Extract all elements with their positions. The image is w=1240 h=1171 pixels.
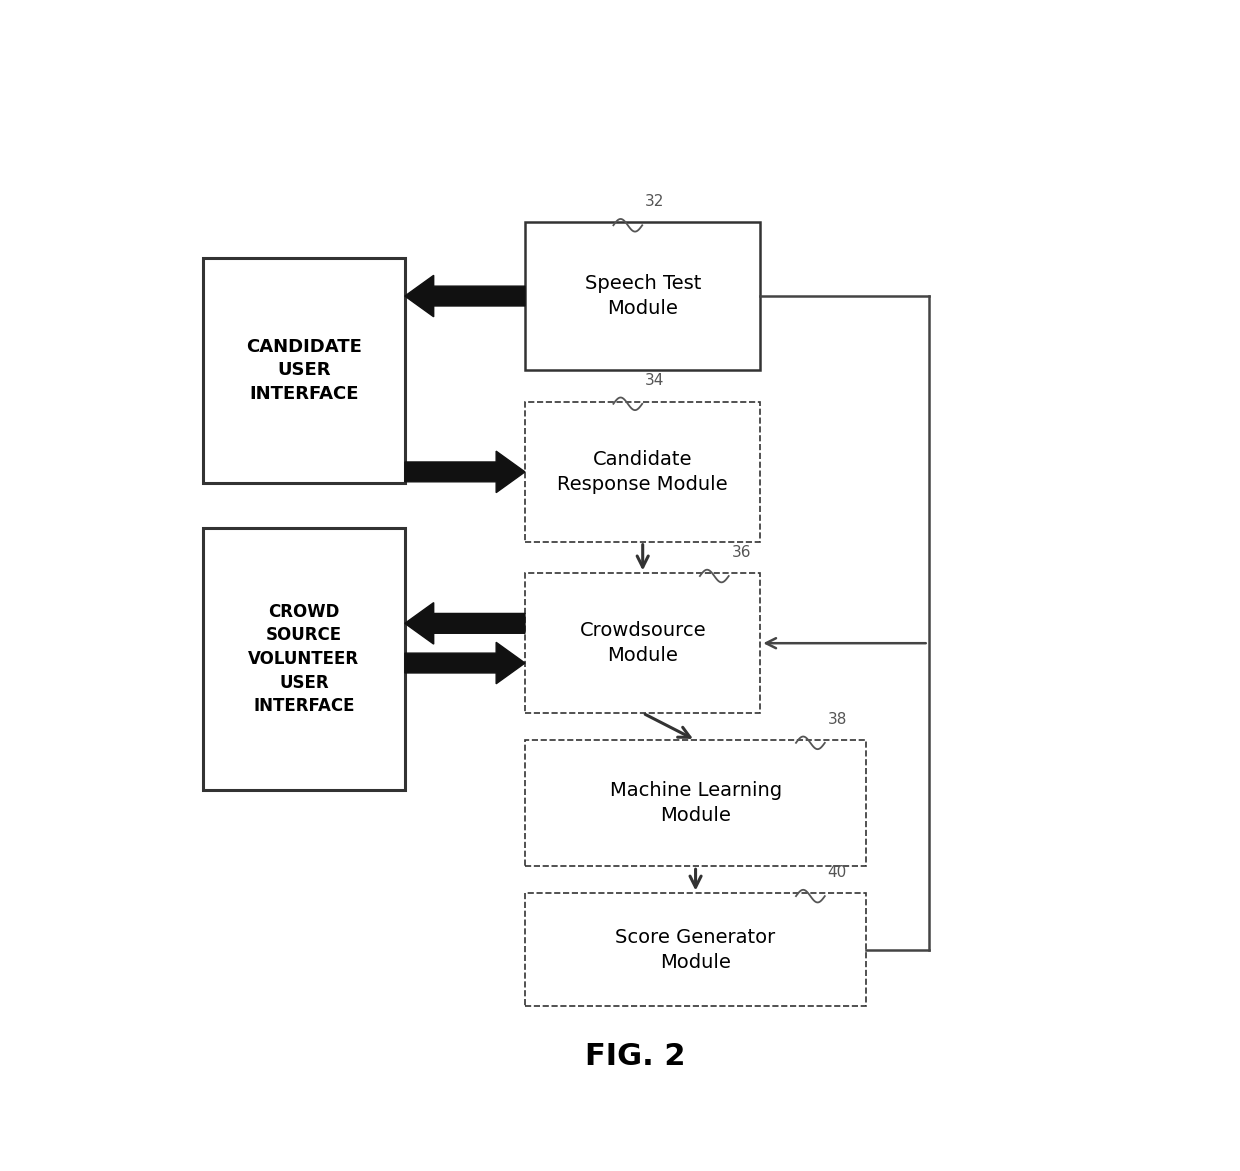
FancyArrow shape — [404, 451, 525, 493]
Text: 32: 32 — [645, 194, 665, 210]
Text: 40: 40 — [828, 865, 847, 879]
FancyArrow shape — [404, 275, 525, 317]
Text: 34: 34 — [645, 372, 665, 388]
Text: CROWD
SOURCE
VOLUNTEER
USER
INTERFACE: CROWD SOURCE VOLUNTEER USER INTERFACE — [248, 603, 360, 715]
FancyBboxPatch shape — [525, 221, 760, 370]
Text: Candidate
Response Module: Candidate Response Module — [558, 450, 728, 494]
Text: FIG. 2: FIG. 2 — [585, 1042, 686, 1071]
Text: Machine Learning
Module: Machine Learning Module — [610, 781, 781, 826]
Text: Crowdsource
Module: Crowdsource Module — [579, 621, 706, 665]
FancyBboxPatch shape — [525, 402, 760, 542]
FancyArrow shape — [404, 643, 525, 684]
FancyBboxPatch shape — [203, 258, 404, 484]
Text: Speech Test
Module: Speech Test Module — [584, 274, 701, 319]
FancyBboxPatch shape — [525, 893, 866, 1006]
FancyArrow shape — [404, 603, 525, 644]
FancyBboxPatch shape — [525, 574, 760, 713]
FancyBboxPatch shape — [525, 740, 866, 867]
FancyBboxPatch shape — [203, 528, 404, 789]
Text: 36: 36 — [732, 545, 751, 560]
Text: Score Generator
Module: Score Generator Module — [615, 927, 776, 972]
Text: CANDIDATE
USER
INTERFACE: CANDIDATE USER INTERFACE — [246, 338, 362, 403]
Text: 38: 38 — [828, 712, 847, 726]
